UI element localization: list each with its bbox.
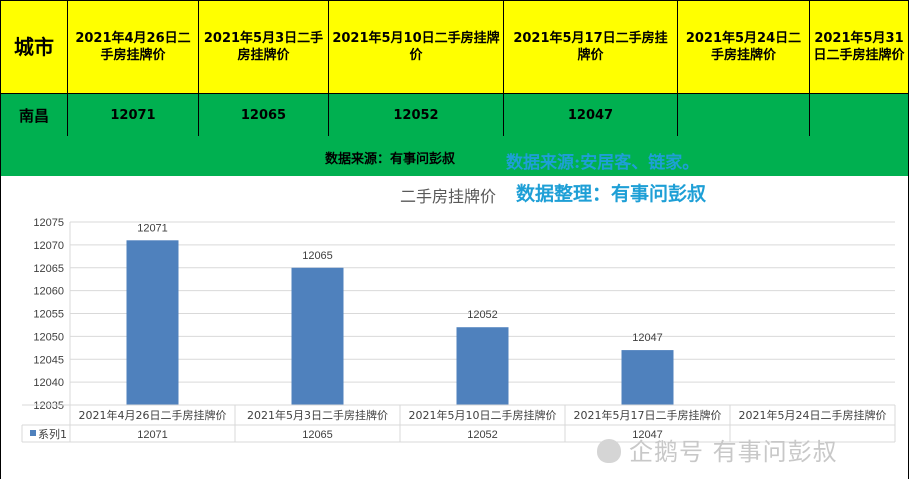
header-date-6-label: 2021年5月31日二手房挂牌价	[813, 31, 905, 63]
source-text: 数据来源：有事问彭叔	[325, 152, 456, 167]
data-label: 12047	[632, 332, 663, 344]
header-city-label: 城市	[14, 34, 54, 59]
row-city-label: 南昌	[18, 106, 49, 125]
data-label: 12052	[467, 309, 498, 321]
header-date-5-label: 2021年5月24日二手房挂牌价	[685, 31, 802, 63]
y-tick-label: 12075	[33, 217, 64, 229]
data-table-value: 12065	[302, 429, 333, 441]
data-table-value: 12047	[632, 429, 663, 441]
data-table-value: 12071	[137, 429, 168, 441]
row-value-1-text: 12071	[110, 107, 156, 123]
chart-title: 二手房挂牌价	[400, 187, 497, 206]
bar	[126, 240, 179, 405]
header-date-2-label: 2021年5月3日二手房挂牌价	[203, 31, 324, 63]
y-tick-label: 12055	[33, 309, 64, 321]
watermark-text: 企鹅号 有事问彭叔	[629, 438, 838, 466]
bar	[621, 350, 674, 405]
row-value-2: 12065	[198, 93, 329, 137]
header-date-1-label: 2021年4月26日二手房挂牌价	[75, 31, 191, 63]
penguin-icon	[597, 439, 621, 463]
data-label: 12071	[137, 222, 168, 234]
y-tick-label: 12045	[33, 354, 64, 366]
row-value-5	[677, 93, 810, 137]
header-date-6: 2021年5月31日二手房挂牌价	[809, 0, 909, 94]
header-date-4-label: 2021年5月17日二手房挂牌价	[513, 31, 668, 63]
row-value-2-text: 12065	[240, 107, 287, 123]
y-tick-label: 12040	[33, 377, 64, 389]
watermark: 企鹅号 有事问彭叔	[597, 432, 838, 467]
y-tick-label: 12065	[33, 263, 64, 275]
legend-key	[30, 430, 36, 436]
category-label: 2021年4月26日二手房挂牌价	[79, 408, 227, 422]
y-tick-label: 12070	[33, 240, 64, 252]
bar	[456, 327, 509, 405]
category-label: 2021年5月24日二手房挂牌价	[739, 408, 887, 422]
data-table-value: 12052	[467, 429, 498, 441]
header-date-4: 2021年5月17日二手房挂牌价	[503, 0, 678, 94]
row-value-6	[809, 93, 909, 137]
header-date-5: 2021年5月24日二手房挂牌价	[677, 0, 810, 94]
source-band	[0, 136, 909, 176]
category-label: 2021年5月17日二手房挂牌价	[574, 408, 722, 422]
overlay-source: 数据来源:安居客、链家。	[506, 153, 700, 173]
row-value-1: 12071	[67, 93, 199, 137]
row-value-3-text: 12052	[393, 107, 439, 123]
header-city: 城市	[0, 0, 68, 94]
bar	[291, 267, 344, 405]
y-tick-label: 12050	[33, 331, 64, 343]
category-label: 2021年5月10日二手房挂牌价	[409, 408, 557, 422]
y-tick-label: 12035	[33, 400, 64, 412]
category-label: 2021年5月3日二手房挂牌价	[247, 408, 388, 422]
overlay-organizer: 数据整理：有事问彭叔	[516, 183, 707, 205]
row-value-3: 12052	[328, 93, 504, 137]
row-value-4-text: 12047	[567, 107, 614, 123]
y-tick-label: 12060	[33, 286, 64, 298]
row-value-4: 12047	[503, 93, 678, 137]
data-label: 12065	[302, 250, 333, 262]
header-date-3-label: 2021年5月10日二手房挂牌价	[332, 31, 500, 63]
legend-series-name: 系列1	[38, 427, 67, 441]
row-city: 南昌	[0, 93, 68, 137]
header-date-3: 2021年5月10日二手房挂牌价	[328, 0, 504, 94]
header-date-1: 2021年4月26日二手房挂牌价	[67, 0, 199, 94]
